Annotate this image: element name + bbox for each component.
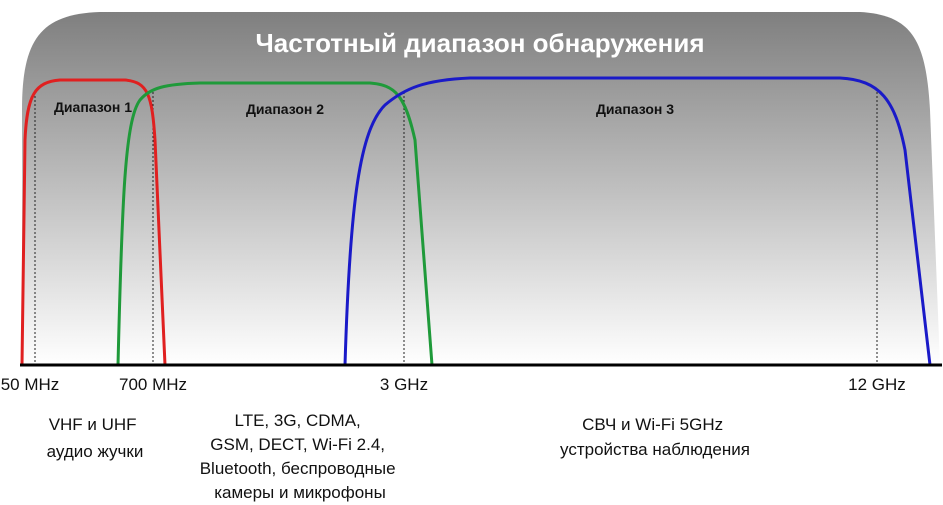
description-line: LTE, 3G, CDMA,	[235, 411, 361, 430]
range-label: Диапазон 3	[596, 101, 674, 117]
range-label: Диапазон 2	[246, 101, 324, 117]
frequency-label: 50 MHz	[1, 375, 60, 394]
description-line: Bluetooth, беспроводные	[200, 459, 396, 478]
range-3-curve	[343, 76, 932, 366]
description: LTE, 3G, CDMA, GSM, DECT, Wi-Fi 2.4, Blu…	[200, 411, 401, 502]
range-1-curve	[20, 78, 167, 366]
description: VHF и UHF аудио жучки	[47, 415, 144, 461]
description-line: СВЧ и Wi-Fi 5GHz	[582, 415, 723, 434]
frequency-label: 3 GHz	[380, 375, 428, 394]
detection-area	[22, 12, 940, 365]
description-line: аудио жучки	[47, 442, 144, 461]
description-line: VHF и UHF	[49, 415, 137, 434]
description: СВЧ и Wi-Fi 5GHz устройства наблюдения	[560, 415, 750, 459]
frequency-label: 700 MHz	[119, 375, 187, 394]
description-line: устройства наблюдения	[560, 440, 750, 459]
range-label: Диапазон 1	[54, 99, 132, 115]
description-line: GSM, DECT, Wi-Fi 2.4,	[210, 435, 385, 454]
range-2-curve	[116, 81, 434, 366]
frequency-label: 12 GHz	[848, 375, 906, 394]
description-line: камеры и микрофоны	[214, 483, 386, 502]
title: Частотный диапазон обнаружения	[255, 28, 704, 58]
